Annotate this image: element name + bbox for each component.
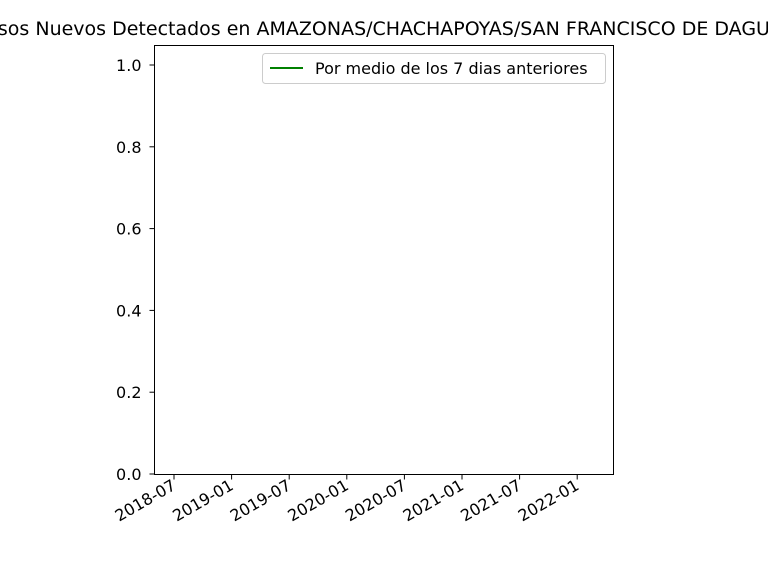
y-tick-label: 0.6 — [116, 220, 141, 239]
y-tick-label: 1.0 — [116, 56, 141, 75]
legend-box — [262, 53, 606, 84]
y-axis: 0.0 0.2 0.4 0.6 0.8 1.0 — [116, 56, 155, 484]
y-tick-label: 0.4 — [116, 301, 141, 320]
legend-series-label: Por medio de los 7 dias anteriores — [315, 59, 588, 78]
y-tick-label: 0.2 — [116, 383, 141, 402]
y-tick-label: 0.8 — [116, 138, 141, 157]
legend: Por medio de los 7 dias anteriores — [262, 53, 606, 84]
y-tick-label: 0.0 — [116, 465, 141, 484]
chart-title: Casos Nuevos Detectados en AMAZONAS/CHAC… — [0, 18, 768, 40]
plot-area-frame — [154, 45, 614, 475]
